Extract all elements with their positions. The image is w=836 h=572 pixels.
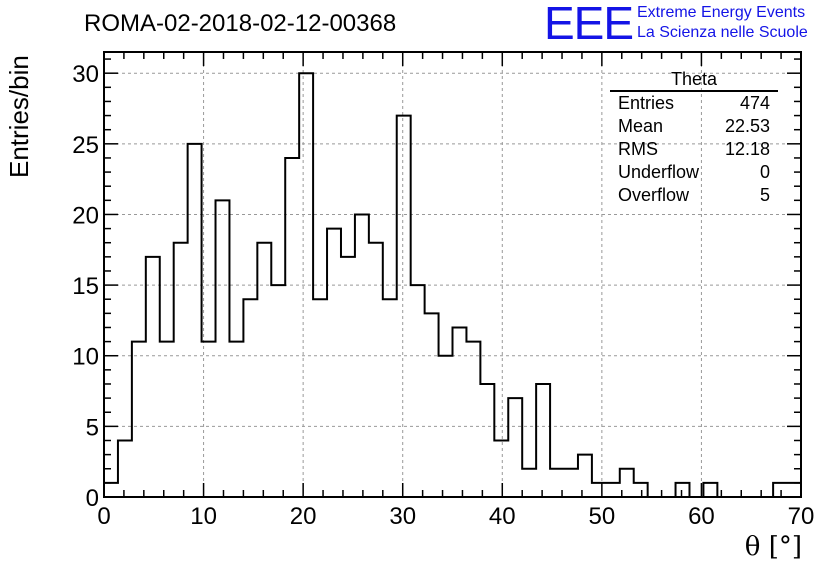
stats-label: RMS (618, 139, 658, 159)
stats-row-mean: Mean 22.53 (610, 115, 778, 138)
stats-value: 12.18 (724, 139, 770, 159)
y-tick-label: 15 (72, 273, 99, 300)
x-tick-label: 20 (290, 503, 317, 530)
x-tick-label: 50 (589, 503, 616, 530)
x-tick-label: 0 (97, 503, 110, 530)
stats-value: 474 (739, 93, 770, 113)
y-tick-label: 10 (72, 344, 99, 371)
y-axis-label: Entries/bin (4, 55, 34, 178)
stats-label: Underflow (618, 162, 700, 182)
stats-row-rms: RMS 12.18 (610, 138, 778, 161)
x-axis-label: θ [°] (744, 532, 802, 562)
stats-box: Theta Entries 474 Mean 22.53 RMS 12.18 U… (610, 68, 778, 207)
x-tick-label: 40 (489, 503, 516, 530)
plot-frame (103, 51, 802, 498)
y-tick-label: 30 (72, 61, 99, 88)
eee-logo-line1: Extreme Energy Events (637, 4, 806, 21)
stats-row-overflow: Overflow 5 (610, 184, 778, 207)
y-tick-label: 0 (86, 485, 99, 512)
stats-label: Entries (618, 93, 675, 113)
y-tick-label: 5 (86, 414, 99, 441)
stats-label: Overflow (618, 185, 690, 205)
stats-label: Mean (618, 116, 664, 136)
x-tick-label: 30 (389, 503, 416, 530)
stats-value: 22.53 (724, 116, 770, 136)
stats-title: Theta (610, 68, 778, 92)
y-tick-label: 20 (72, 202, 99, 229)
x-tick-label: 70 (788, 503, 815, 530)
eee-logo-line2: La Scienza nelle Scuole (637, 24, 808, 41)
y-tick-label: 25 (72, 132, 99, 159)
eee-logo-mark: EEE (544, 0, 634, 49)
stats-value: 0 (759, 162, 770, 182)
x-tick-label: 60 (688, 503, 715, 530)
stats-row-underflow: Underflow 0 (610, 161, 778, 184)
run-title: ROMA-02-2018-02-12-00368 (84, 10, 397, 37)
x-tick-label: 10 (190, 503, 217, 530)
stats-row-entries: Entries 474 (610, 92, 778, 115)
axis-ticks (103, 52, 802, 498)
stats-value: 5 (759, 185, 770, 205)
